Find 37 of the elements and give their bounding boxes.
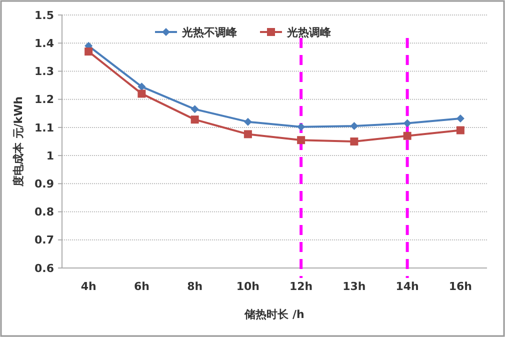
point	[456, 126, 464, 134]
point	[456, 114, 464, 122]
point	[297, 122, 306, 131]
y-tick-label: 0.8	[34, 206, 54, 219]
y-tick-label: 0.9	[34, 178, 54, 191]
y-tick-label: 1.4	[34, 36, 54, 50]
y-tick-label: 1	[46, 149, 54, 162]
y-tick-label: 1.5	[34, 8, 54, 22]
x-tick-label: 14h	[396, 280, 419, 293]
point	[138, 90, 146, 98]
y-axis-title: 度电成本 元/kWh	[12, 96, 25, 188]
x-tick-label: 13h	[342, 280, 366, 293]
point	[403, 119, 412, 128]
x-tick-label: 10h	[236, 280, 260, 293]
y-tick-label: 0.7	[34, 234, 54, 247]
x-tick-label: 8h	[187, 280, 203, 293]
y-tick-label: 1.1	[34, 121, 54, 134]
point	[403, 132, 412, 140]
y-tick-label: 0.6	[34, 262, 54, 275]
y-tick-label: 1.2	[34, 93, 54, 106]
x-axis-title: 储热时长 /h	[244, 308, 304, 321]
x-tick-label: 4h	[80, 280, 96, 293]
x-tick-label: 12h	[289, 280, 313, 293]
legend-label: 光热不调峰	[181, 26, 238, 39]
point	[350, 138, 358, 146]
point	[244, 130, 252, 138]
x-tick-label: 16h	[448, 280, 472, 293]
point	[297, 136, 306, 144]
x-tick-label: 6h	[134, 280, 150, 293]
legend-label: 光热调峰	[286, 26, 332, 39]
point	[138, 82, 146, 91]
point	[84, 48, 93, 56]
point	[350, 122, 358, 130]
point	[190, 116, 199, 124]
point	[244, 118, 252, 126]
point	[190, 105, 199, 114]
y-tick-label: 1.3	[34, 65, 54, 78]
